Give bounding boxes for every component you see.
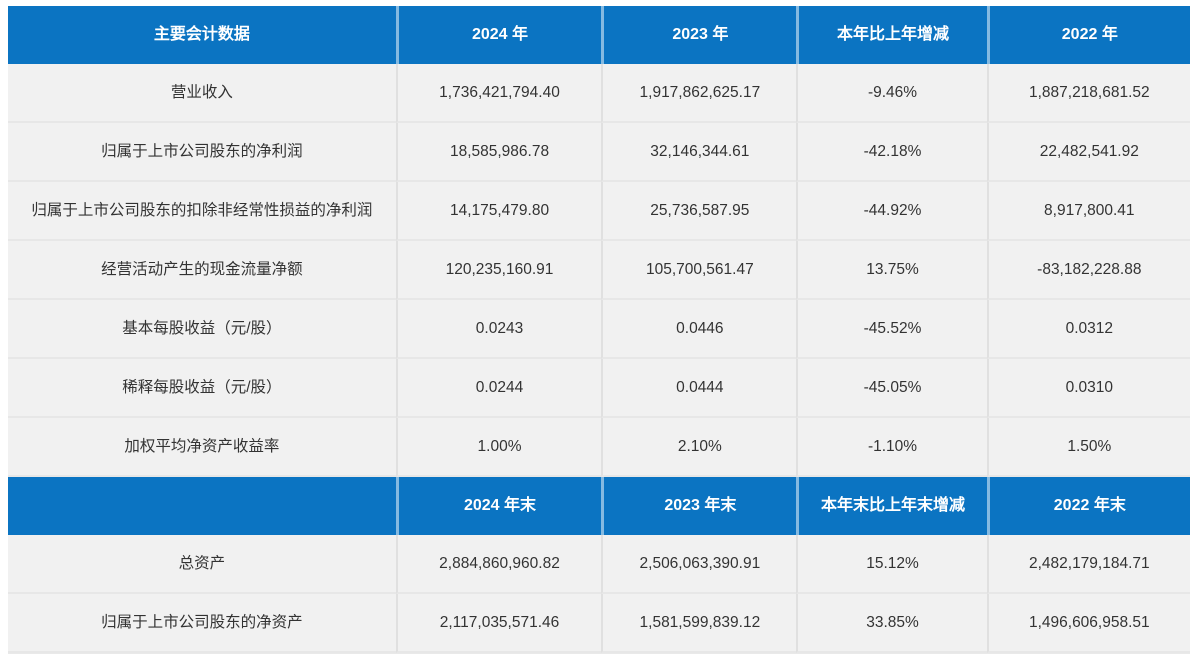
cell-change: -9.46% (796, 64, 987, 123)
header-2022: 2022 年 (986, 6, 1190, 64)
row-label: 总资产 (8, 535, 396, 594)
cell-2023: 32,146,344.61 (601, 123, 797, 182)
header-2023-end: 2023 年末 (601, 477, 797, 535)
cell-2023: 1,917,862,625.17 (601, 64, 797, 123)
cell-2022: 0.0312 (986, 300, 1190, 359)
row-label: 归属于上市公司股东的净利润 (8, 123, 396, 182)
cell-2023: 105,700,561.47 (601, 241, 797, 300)
row-label: 归属于上市公司股东的扣除非经常性损益的净利润 (8, 182, 396, 241)
cell-2022: 2,482,179,184.71 (986, 535, 1190, 594)
cell-change: -45.05% (796, 359, 987, 418)
cell-change: -45.52% (796, 300, 987, 359)
row-label: 稀释每股收益（元/股） (8, 359, 396, 418)
cell-change: -44.92% (796, 182, 987, 241)
cell-2024: 18,585,986.78 (395, 123, 602, 182)
cell-2024: 0.0244 (395, 359, 602, 418)
cell-2024: 0.0243 (395, 300, 602, 359)
key-financials-table: 主要会计数据 2024 年 2023 年 本年比上年增减 2022 年 营业收入… (8, 6, 1190, 654)
table-header-annual: 主要会计数据 2024 年 2023 年 本年比上年增减 2022 年 (8, 6, 1190, 64)
cell-2023: 0.0444 (601, 359, 797, 418)
table-row-net-profit-excl-nonrecurring: 归属于上市公司股东的扣除非经常性损益的净利润 14,175,479.80 25,… (8, 182, 1190, 241)
header-2022-end: 2022 年末 (986, 477, 1190, 535)
row-label: 经营活动产生的现金流量净额 (8, 241, 396, 300)
cell-2023: 0.0446 (601, 300, 797, 359)
cell-2024: 2,117,035,571.46 (395, 594, 602, 653)
cell-2022: -83,182,228.88 (986, 241, 1190, 300)
cell-2023: 2.10% (601, 418, 797, 477)
table-row-net-assets: 归属于上市公司股东的净资产 2,117,035,571.46 1,581,599… (8, 594, 1190, 653)
cell-change: 15.12% (796, 535, 987, 594)
table-row-basic-eps: 基本每股收益（元/股） 0.0243 0.0446 -45.52% 0.0312 (8, 300, 1190, 359)
cell-2024: 1,736,421,794.40 (395, 64, 602, 123)
cell-2022: 1,496,606,958.51 (986, 594, 1190, 653)
header-end-change: 本年末比上年末增减 (796, 477, 987, 535)
cell-2022: 1.50% (986, 418, 1190, 477)
cell-change: 13.75% (796, 241, 987, 300)
table-header-period-end: 2024 年末 2023 年末 本年末比上年末增减 2022 年末 (8, 477, 1190, 535)
table-row-revenue: 营业收入 1,736,421,794.40 1,917,862,625.17 -… (8, 64, 1190, 123)
table-row-operating-cash-flow: 经营活动产生的现金流量净额 120,235,160.91 105,700,561… (8, 241, 1190, 300)
cell-change: 33.85% (796, 594, 987, 653)
row-label: 基本每股收益（元/股） (8, 300, 396, 359)
cell-2022: 22,482,541.92 (986, 123, 1190, 182)
header-2023: 2023 年 (601, 6, 797, 64)
table-row-total-assets: 总资产 2,884,860,960.82 2,506,063,390.91 15… (8, 535, 1190, 594)
header-2024: 2024 年 (395, 6, 602, 64)
cell-2024: 14,175,479.80 (395, 182, 602, 241)
cell-2024: 120,235,160.91 (395, 241, 602, 300)
table-row-weighted-avg-roe: 加权平均净资产收益率 1.00% 2.10% -1.10% 1.50% (8, 418, 1190, 477)
cell-2024: 2,884,860,960.82 (395, 535, 602, 594)
table-row-diluted-eps: 稀释每股收益（元/股） 0.0244 0.0444 -45.05% 0.0310 (8, 359, 1190, 418)
cell-2023: 2,506,063,390.91 (601, 535, 797, 594)
row-label: 加权平均净资产收益率 (8, 418, 396, 477)
cell-2023: 1,581,599,839.12 (601, 594, 797, 653)
cell-2022: 8,917,800.41 (986, 182, 1190, 241)
cell-change: -42.18% (796, 123, 987, 182)
table-row-net-profit: 归属于上市公司股东的净利润 18,585,986.78 32,146,344.6… (8, 123, 1190, 182)
header-empty (8, 477, 396, 535)
row-label: 营业收入 (8, 64, 396, 123)
header-title: 主要会计数据 (8, 6, 396, 64)
cell-2022: 0.0310 (986, 359, 1190, 418)
cell-2023: 25,736,587.95 (601, 182, 797, 241)
header-yoy-change: 本年比上年增减 (796, 6, 987, 64)
cell-2022: 1,887,218,681.52 (986, 64, 1190, 123)
row-label: 归属于上市公司股东的净资产 (8, 594, 396, 653)
cell-2024: 1.00% (395, 418, 602, 477)
header-2024-end: 2024 年末 (395, 477, 602, 535)
cell-change: -1.10% (796, 418, 987, 477)
